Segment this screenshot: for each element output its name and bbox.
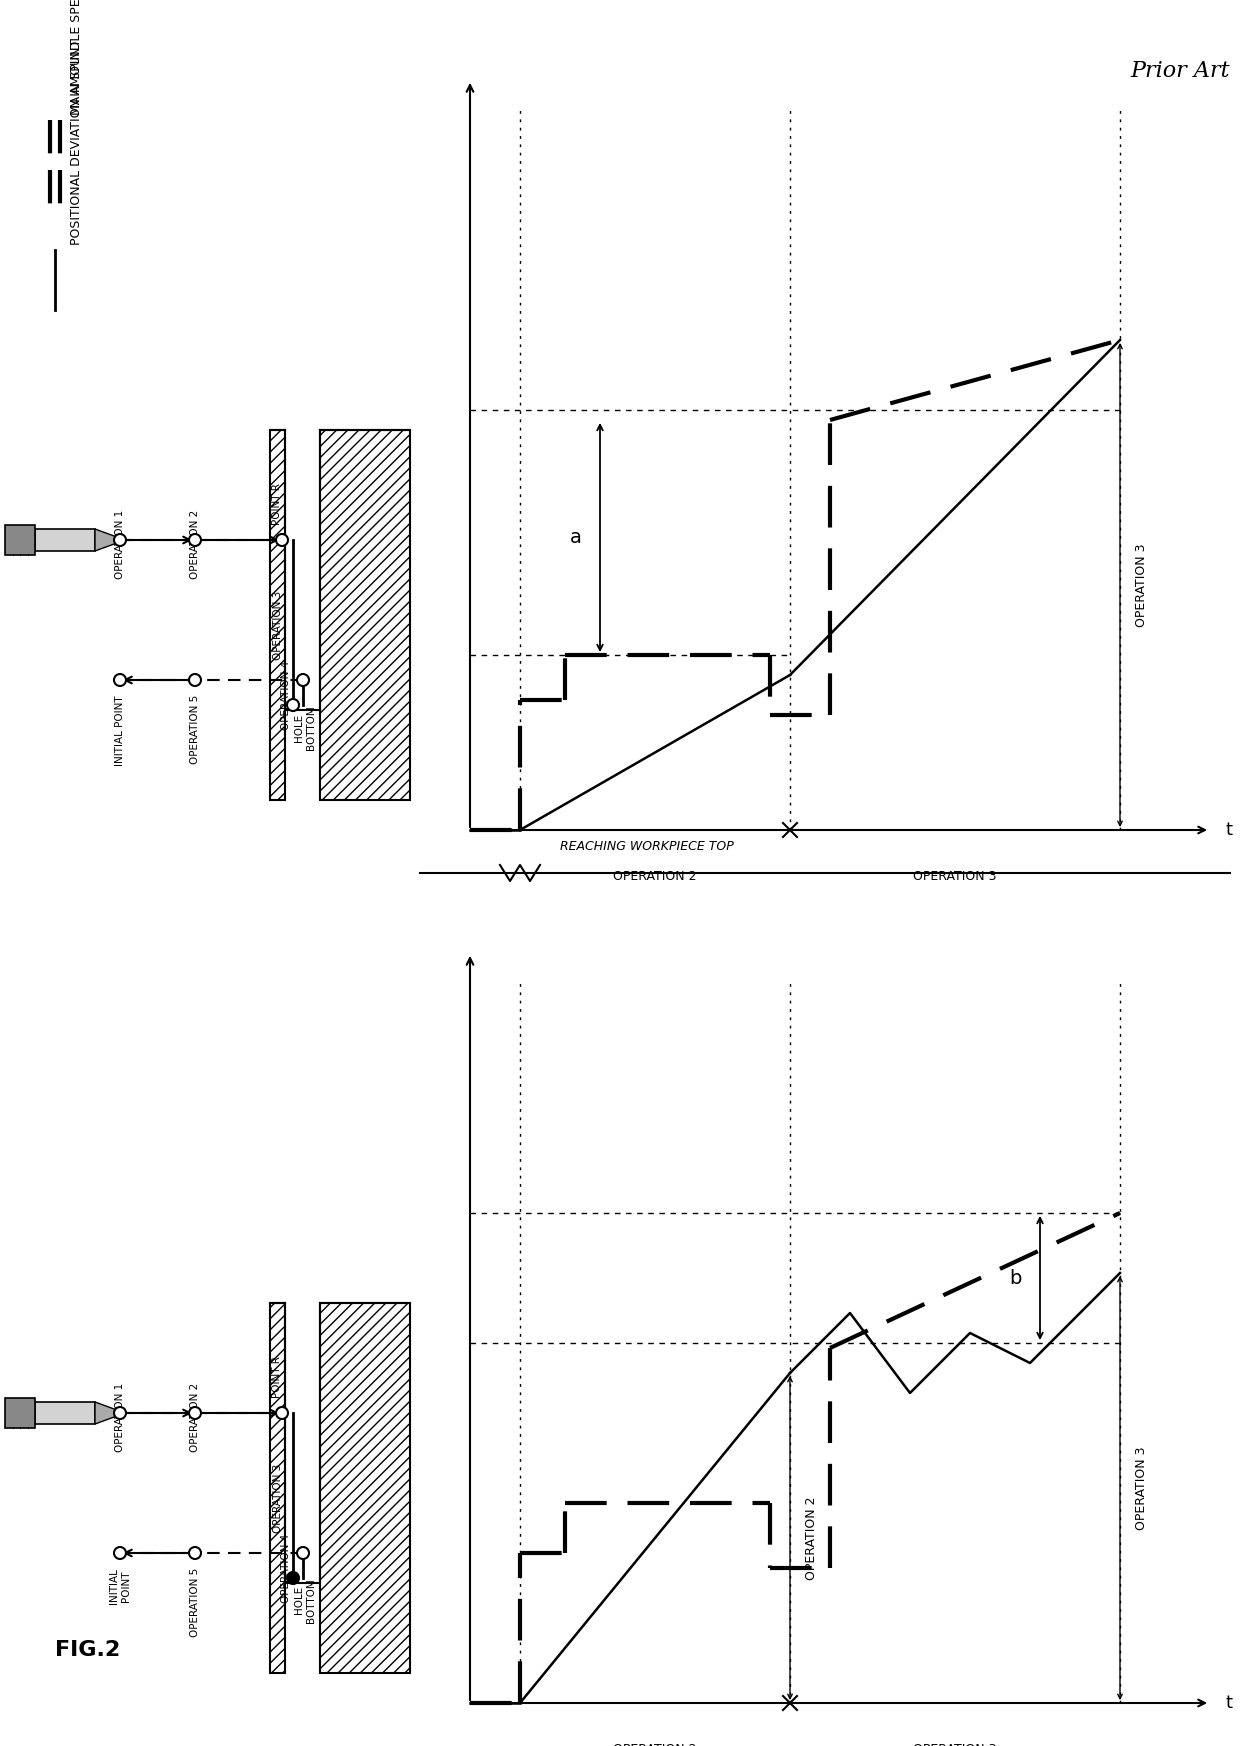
Bar [270, 430, 285, 800]
Text: OPERATION 3: OPERATION 3 [273, 590, 283, 660]
Circle shape [298, 674, 309, 686]
Text: OPERATION 2: OPERATION 2 [614, 1743, 697, 1746]
Text: OPERATION 3: OPERATION 3 [273, 1463, 283, 1533]
Text: HOLE
BOTTOM: HOLE BOTTOM [294, 1578, 316, 1622]
Text: POINT R: POINT R [272, 484, 281, 526]
Polygon shape [95, 529, 125, 552]
Text: OPERATION 3: OPERATION 3 [913, 1743, 997, 1746]
Text: OPERATION 1: OPERATION 1 [115, 1383, 125, 1453]
Text: OPERATION 4: OPERATION 4 [281, 1533, 291, 1603]
Circle shape [114, 1407, 126, 1419]
Text: t: t [1225, 821, 1233, 840]
Text: Prior Art: Prior Art [1130, 59, 1230, 82]
Text: OPERATION 2: OPERATION 2 [190, 510, 200, 580]
Text: FIG.2: FIG.2 [55, 1639, 120, 1660]
Bar [5, 526, 35, 555]
Circle shape [114, 1547, 126, 1559]
Circle shape [277, 534, 288, 546]
Bar [35, 1402, 95, 1425]
Circle shape [188, 1547, 201, 1559]
Bar [270, 1303, 285, 1673]
Text: OPERATION 2: OPERATION 2 [190, 1383, 200, 1453]
Text: OPERATION 3: OPERATION 3 [1135, 1446, 1148, 1529]
Text: INITIAL POINT: INITIAL POINT [115, 695, 125, 766]
Text: REACHING WORKPIECE TOP: REACHING WORKPIECE TOP [560, 840, 734, 854]
Text: t: t [1225, 1694, 1233, 1713]
Text: a: a [570, 527, 582, 546]
Circle shape [114, 534, 126, 546]
Text: MAIN SPINDLE SPEED IN DRILLING DIRECTION: MAIN SPINDLE SPEED IN DRILLING DIRECTION [69, 0, 83, 115]
Bar [320, 1303, 410, 1673]
Circle shape [298, 1547, 309, 1559]
Text: OPERATION 5: OPERATION 5 [190, 1568, 200, 1638]
Text: POINT R: POINT R [272, 1357, 281, 1399]
Circle shape [286, 698, 299, 711]
Text: INITIAL
POINT: INITIAL POINT [109, 1568, 130, 1605]
Bar [35, 529, 95, 552]
Text: OPERATION 5: OPERATION 5 [190, 695, 200, 765]
Bar [320, 430, 410, 800]
Circle shape [188, 534, 201, 546]
Text: OPERATION 4: OPERATION 4 [281, 660, 291, 730]
Text: b: b [1009, 1269, 1022, 1287]
Text: OPERATION 1: OPERATION 1 [115, 510, 125, 580]
Text: POSITIONAL DEVIATION AMOUNT: POSITIONAL DEVIATION AMOUNT [69, 38, 83, 244]
Text: HOLE
BOTTOM: HOLE BOTTOM [294, 705, 316, 749]
Circle shape [188, 1407, 201, 1419]
Bar [5, 1399, 35, 1428]
Text: OPERATION 3: OPERATION 3 [913, 870, 997, 883]
Circle shape [114, 674, 126, 686]
Polygon shape [95, 1402, 125, 1425]
Circle shape [277, 1407, 288, 1419]
Circle shape [286, 1571, 299, 1584]
Text: OPERATION 2: OPERATION 2 [805, 1496, 818, 1580]
Text: OPERATION 2: OPERATION 2 [614, 870, 697, 883]
Text: OPERATION 3: OPERATION 3 [1135, 543, 1148, 627]
Circle shape [188, 674, 201, 686]
